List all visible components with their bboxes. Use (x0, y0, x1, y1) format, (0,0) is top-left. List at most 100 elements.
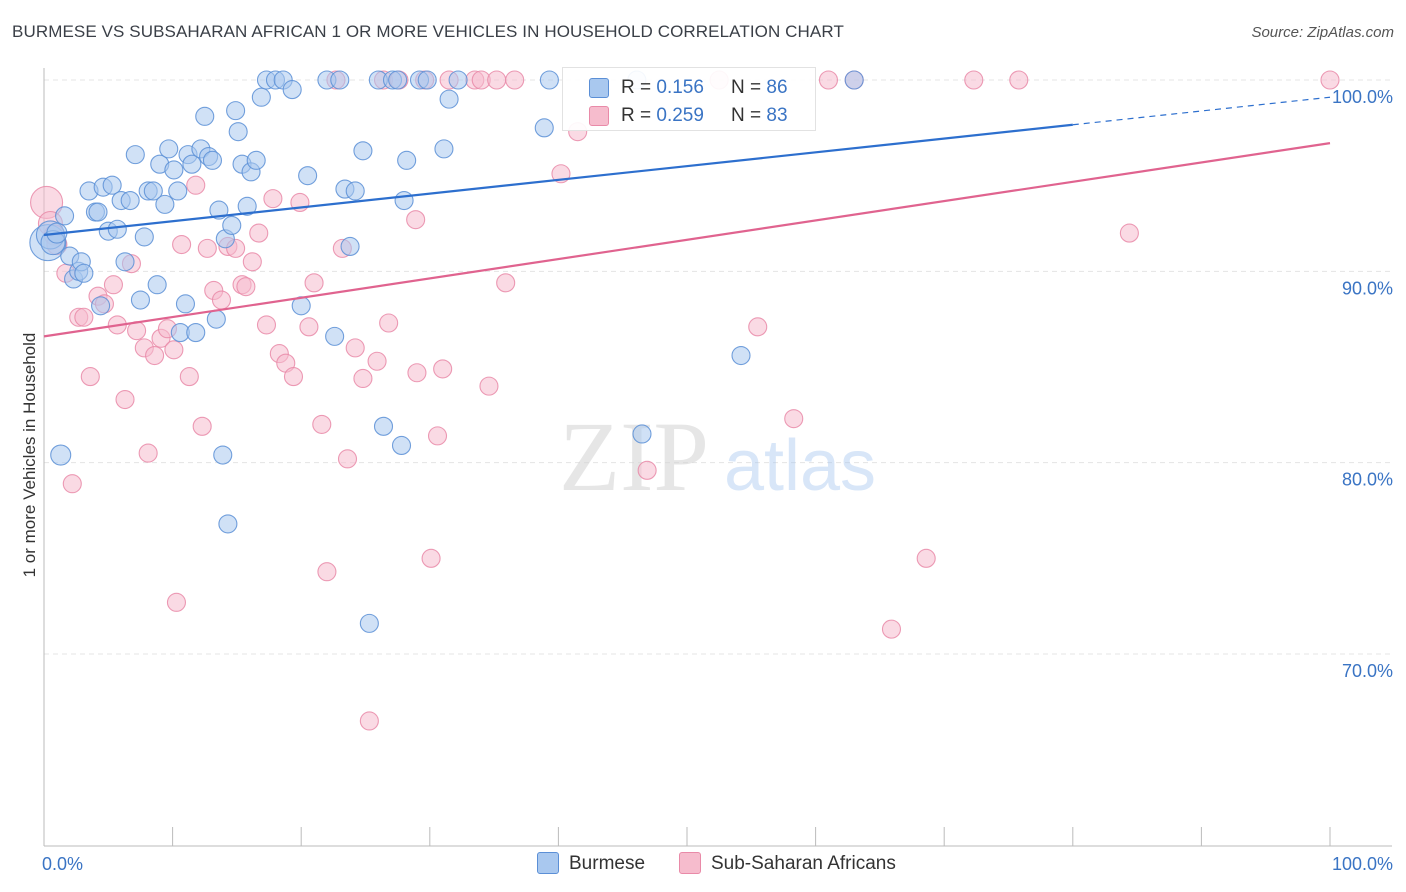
ssa-point (317, 562, 337, 582)
burmese-point (125, 145, 145, 165)
y-tick-label: 80.0% (1342, 470, 1393, 490)
burmese-point (182, 154, 202, 174)
burmese-point (439, 89, 459, 109)
burmese-point (731, 345, 751, 366)
data-points (29, 70, 1340, 731)
ssa-point (186, 175, 206, 195)
burmese-point (222, 215, 242, 235)
ssa-point (1119, 223, 1139, 243)
burmese-point (325, 326, 345, 346)
burmese-point (102, 175, 122, 195)
burmese-point (55, 206, 75, 226)
burmese-point (397, 150, 417, 170)
burmese-point (115, 252, 135, 272)
burmese-point (218, 514, 238, 534)
legend-r-ssa: R = 0.259 (621, 105, 704, 126)
burmese-point (202, 150, 223, 170)
burmese-point (164, 160, 184, 180)
ssa-point (312, 414, 332, 434)
ssa-point (353, 368, 373, 389)
burmese-legend-swatch (537, 852, 559, 874)
ssa-trend-line (43, 142, 1331, 338)
ssa-point (964, 70, 984, 90)
tick-labels: 100.0% 90.0% 80.0% 70.0% 0.0% 100.0% (42, 87, 1393, 874)
burmese-point (345, 181, 365, 201)
ssa-point (407, 363, 427, 383)
ssa-point (138, 443, 158, 463)
ssa-point (242, 252, 262, 272)
legend-r-burmese: R = 0.156 (621, 77, 704, 98)
ssa-point (115, 389, 135, 410)
burmese-point (186, 323, 206, 343)
burmese-point (298, 166, 318, 186)
burmese-point (353, 141, 373, 161)
y-tick-label: 100.0% (1332, 87, 1393, 107)
ssa-point (916, 548, 936, 568)
burmese-point (91, 296, 111, 316)
ssa-point (197, 238, 217, 258)
burmese-point (434, 139, 454, 159)
ssa-point (145, 345, 165, 366)
ssa-point (337, 449, 358, 469)
burmese-point (373, 416, 394, 436)
burmese-point (155, 194, 175, 214)
ssa-point (103, 275, 123, 295)
ssa-point (345, 338, 365, 358)
watermark-atlas: atlas (724, 426, 876, 506)
source-credit: Source: ZipAtlas.com (1251, 24, 1394, 41)
ssa-point (479, 376, 499, 396)
ssa-point (496, 273, 516, 293)
ssa-legend-label: Sub-Saharan Africans (711, 853, 896, 874)
watermark-zip: ZIP (559, 401, 709, 512)
n-value-ssa: 83 (766, 105, 788, 126)
axes (43, 68, 1392, 847)
burmese-point (147, 275, 167, 295)
ssa-point (406, 210, 426, 230)
x-tick-label: 100.0% (1332, 854, 1393, 874)
burmese-point (130, 290, 150, 310)
r-value-burmese: 0.156 (656, 77, 704, 98)
chart-title: BURMESE VS SUBSAHARAN AFRICAN 1 OR MORE … (12, 22, 844, 41)
burmese-point (844, 70, 864, 90)
burmese-trend-line (43, 123, 1073, 237)
ssa-point (172, 234, 192, 255)
ssa-point (505, 70, 525, 90)
ssa-point (192, 416, 212, 436)
burmese-point (213, 445, 233, 465)
ssa-point (379, 313, 399, 333)
ssa-point (166, 592, 187, 612)
burmese-point (175, 294, 196, 314)
burmese-point (237, 196, 257, 216)
ssa-point (818, 70, 839, 90)
ssa-point (304, 273, 324, 293)
ssa-point (487, 70, 507, 90)
burmese-legend-label: Burmese (569, 853, 646, 874)
y-tick-label: 90.0% (1342, 278, 1393, 298)
burmese-point (168, 181, 188, 201)
ssa-point (427, 426, 448, 446)
burmese-point (50, 444, 72, 466)
n-value-burmese: 86 (766, 77, 788, 98)
trend-lines (43, 96, 1331, 338)
burmese-point (340, 236, 360, 257)
ssa-point (359, 711, 379, 731)
burmese-point (195, 106, 215, 126)
ssa-point (748, 317, 768, 337)
burmese-point (120, 190, 140, 211)
r-value-ssa: 0.259 (656, 105, 704, 126)
ssa-point (421, 548, 441, 568)
y-tick-label: 70.0% (1342, 661, 1393, 681)
ssa-point (283, 367, 304, 387)
stats-legend: R = 0.156 N = 86 R = 0.259 N = 83 (562, 67, 816, 131)
burmese-point (209, 200, 229, 220)
ssa-point (74, 307, 94, 327)
burmese-point (159, 139, 179, 159)
burmese-point (539, 70, 559, 90)
burmese-point (88, 202, 108, 222)
ssa-point (263, 189, 283, 209)
ssa-point (80, 367, 100, 387)
legend-n-ssa: N = 83 (731, 105, 788, 126)
ssa-point (881, 619, 902, 639)
watermark: ZIP atlas (559, 401, 876, 512)
